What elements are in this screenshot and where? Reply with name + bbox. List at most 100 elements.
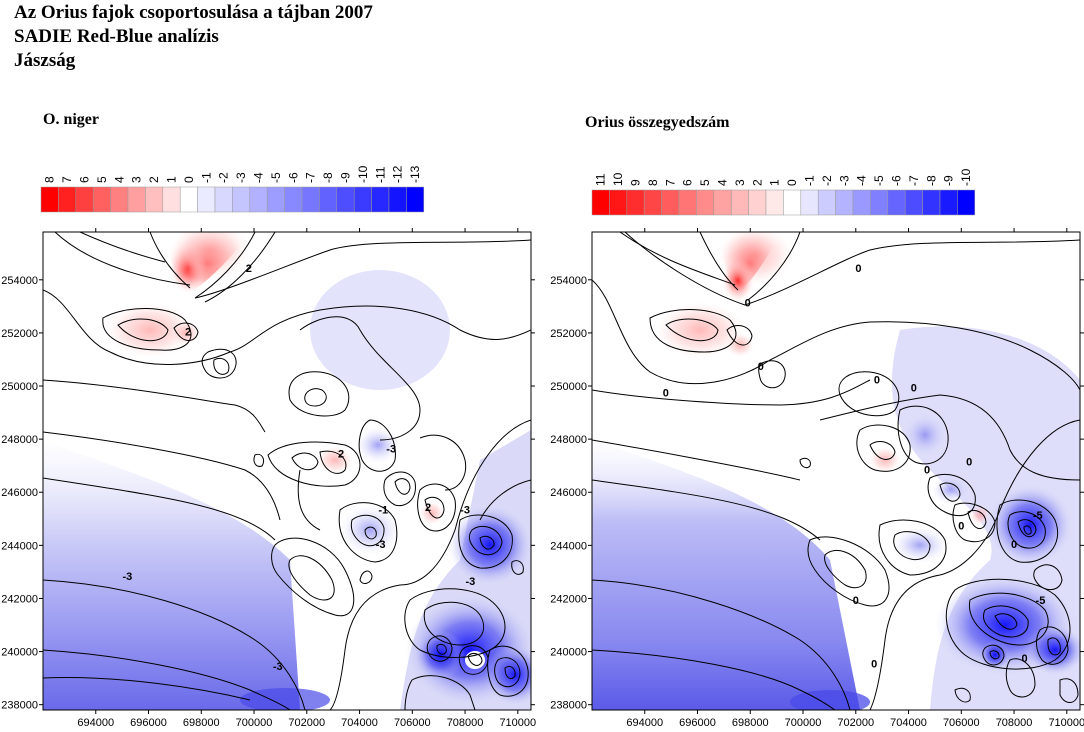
y-tick-label: 252000 [550, 328, 587, 340]
y-tick-label: 248000 [1, 434, 38, 446]
legend-level-label: 0 [182, 176, 196, 183]
contour-label: -3 [386, 443, 396, 455]
contour-label: 0 [855, 263, 861, 275]
contour-label: -3 [376, 539, 386, 551]
contour-label: 2 [185, 327, 191, 339]
legend-level-label: -5 [269, 172, 283, 183]
x-tick-label: 708000 [996, 717, 1033, 729]
legend-swatch [75, 186, 94, 213]
legend-level-label: -3 [234, 172, 248, 183]
right-contour-labels: 0 0 0 0 0 0 0 0 0 0 -5 -5 0 0 0 [663, 263, 1046, 671]
right-legend: 11 10 9 8 7 6 5 4 3 2 1 0 -1 -2 -3 -4 -5 -6 -7 -8 -9 -10 [591, 168, 976, 216]
legend-level-label: -9 [942, 175, 956, 186]
legend-level-label: 6 [78, 176, 92, 183]
chart-title-line-3: Jászság [14, 50, 76, 71]
contour-label: 0 [663, 388, 669, 400]
legend-swatch [661, 189, 680, 216]
contour-label: -3 [123, 571, 133, 583]
contour-label: 0 [853, 595, 859, 607]
legend-swatch [301, 186, 320, 213]
legend-level-label: 5 [698, 179, 712, 186]
legend-swatch [939, 189, 958, 216]
contour-label: 0 [745, 297, 751, 309]
contour-label: -3 [273, 661, 283, 673]
left-heatmap: 2 2 2 -3 -1 2 -3 -3 -3 -3 -3 [43, 232, 531, 710]
right-blue-cluster-ne [988, 485, 1072, 565]
x-tick-label: 706000 [394, 717, 431, 729]
legend-swatch [162, 186, 181, 213]
contour-label: 0 [966, 457, 972, 469]
legend-level-label: 1 [165, 176, 179, 183]
legend-level-label: -5 [872, 175, 886, 186]
legend-level-label: 0 [785, 179, 799, 186]
y-tick-label: 246000 [1, 487, 38, 499]
legend-level-label: 7 [663, 179, 677, 186]
contour-label: 0 [911, 382, 917, 394]
x-tick-label: 706000 [943, 717, 980, 729]
x-tick-label: 694000 [77, 717, 114, 729]
legend-level-label: 4 [112, 176, 126, 183]
right-blue-lower-field [592, 440, 860, 710]
legend-swatch [336, 186, 355, 213]
legend-swatch [609, 189, 628, 216]
legend-swatch [388, 186, 407, 213]
legend-level-label: 9 [629, 179, 643, 186]
legend-level-label: 6 [681, 179, 695, 186]
x-tick-label: 696000 [130, 717, 167, 729]
right-y-axis: 238000 240000 242000 244000 246000 248000 2500… [550, 275, 1084, 712]
legend-level-label: 2 [147, 176, 161, 183]
left-y-axis: 238000 240000 242000 244000 246000 248000 2500… [1, 275, 535, 712]
y-tick-label: 244000 [550, 540, 587, 552]
legend-level-label: -10 [356, 165, 370, 183]
legend-level-label: -4 [855, 175, 869, 186]
legend-level-label: -2 [217, 172, 231, 183]
left-contour-labels: 2 2 2 -3 -1 2 -3 -3 -3 -3 -3 [123, 263, 476, 673]
left-blue-upper-lobe [310, 270, 450, 390]
legend-swatch [626, 189, 645, 216]
legend-level-label: 11 [594, 173, 608, 186]
legend-level-label: 1 [768, 179, 782, 186]
legend-level-label: -2 [820, 175, 834, 186]
legend-swatch [371, 186, 390, 213]
legend-level-label: 7 [60, 176, 74, 183]
legend-level-label: 4 [716, 179, 730, 186]
contour-label: -3 [460, 504, 470, 516]
x-tick-label: 696000 [679, 717, 716, 729]
legend-swatch [817, 189, 836, 216]
legend-swatch [765, 189, 784, 216]
legend-swatch [713, 189, 732, 216]
legend-swatch [249, 186, 268, 213]
left-pink-cluster [105, 302, 195, 358]
x-tick-label: 702000 [288, 717, 325, 729]
x-tick-label: 704000 [890, 717, 927, 729]
legend-swatch [266, 186, 285, 213]
chart-title-line-1: Az Orius fajok csoportosulása a tájban 2… [14, 2, 373, 23]
legend-level-label: -10 [959, 168, 973, 186]
y-tick-label: 248000 [550, 434, 587, 446]
legend-level-label: -1 [803, 175, 817, 186]
legend-swatch [197, 186, 216, 213]
y-tick-label: 240000 [1, 647, 38, 659]
contour-label: 0 [924, 465, 930, 477]
legend-swatch [58, 186, 77, 213]
legend-level-label: 3 [733, 179, 747, 186]
legend-swatch [870, 189, 889, 216]
legend-swatch [957, 189, 976, 216]
legend-swatch [110, 186, 129, 213]
legend-swatch [800, 189, 819, 216]
x-tick-label: 710000 [499, 717, 536, 729]
contour-label: -3 [465, 576, 475, 588]
contour-label: 2 [246, 263, 252, 275]
y-tick-label: 240000 [550, 647, 587, 659]
x-tick-label: 700000 [785, 717, 822, 729]
contour-label: 0 [758, 361, 764, 373]
x-tick-label: 698000 [183, 717, 220, 729]
right-panel-title: Orius összegyedszám [585, 114, 730, 131]
left-x-axis: 694000 696000 698000 700000 702000 704000 7060… [77, 228, 536, 729]
legend-swatch [922, 189, 941, 216]
legend-swatch [696, 189, 715, 216]
legend-level-label: -7 [907, 175, 921, 186]
y-tick-label: 246000 [550, 487, 587, 499]
legend-swatch [783, 189, 802, 216]
